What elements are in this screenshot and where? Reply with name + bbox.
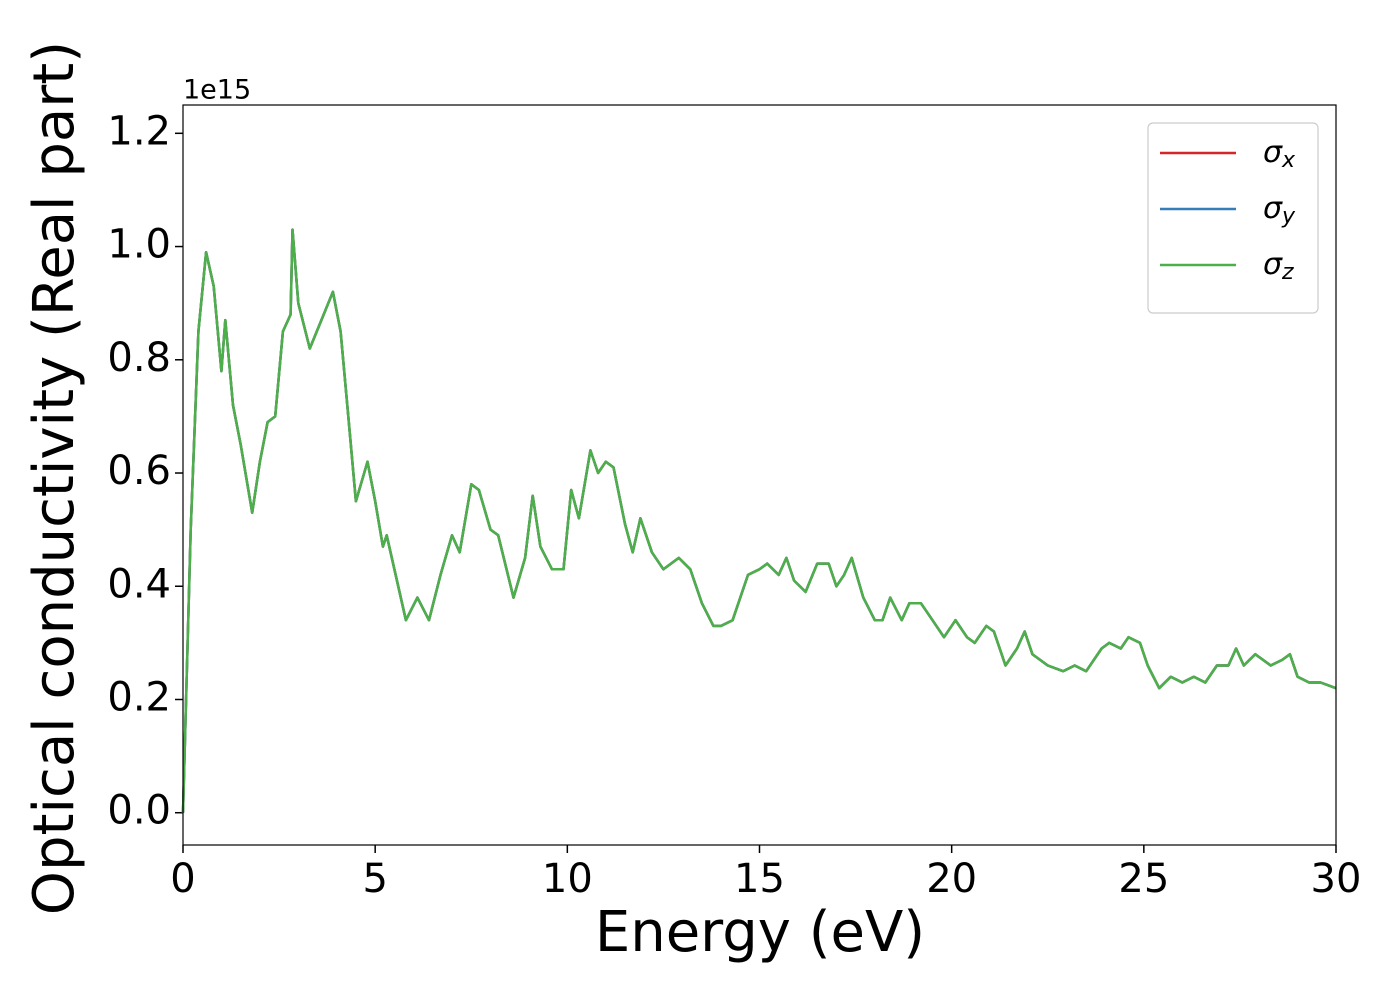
y-tick-label: 1.2 bbox=[107, 108, 171, 154]
y-tick-label: 0.2 bbox=[107, 674, 171, 720]
x-tick-label: 20 bbox=[926, 856, 977, 902]
y-tick-label: 0.0 bbox=[107, 788, 171, 834]
x-tick-label: 25 bbox=[1118, 856, 1169, 902]
y-offset-label: 1e15 bbox=[183, 75, 251, 106]
y-tick-label: 0.6 bbox=[107, 448, 171, 494]
legend: σx σy σz bbox=[1147, 122, 1319, 314]
x-tick-label: 30 bbox=[1311, 856, 1362, 902]
y-axis-label: Optical conductivity (Real part) bbox=[22, 41, 87, 915]
series-line bbox=[181, 228, 1337, 813]
y-tick-label: 1.0 bbox=[107, 222, 171, 268]
legend-label: σx bbox=[1263, 135, 1296, 174]
x-tick-label: 15 bbox=[734, 856, 785, 902]
plot-frame bbox=[182, 104, 1337, 846]
y-tick-label: 0.4 bbox=[107, 561, 171, 607]
x-tick-label: 5 bbox=[362, 856, 387, 902]
series-line bbox=[181, 228, 1337, 813]
x-axis-label: Energy (eV) bbox=[595, 900, 925, 965]
legend-label: σz bbox=[1263, 247, 1294, 286]
y-tick-label: 0.8 bbox=[107, 335, 171, 381]
legend-label: σy bbox=[1263, 191, 1296, 230]
series-line bbox=[181, 228, 1337, 813]
x-tick-label: 0 bbox=[170, 856, 195, 902]
x-tick-label: 10 bbox=[542, 856, 593, 902]
